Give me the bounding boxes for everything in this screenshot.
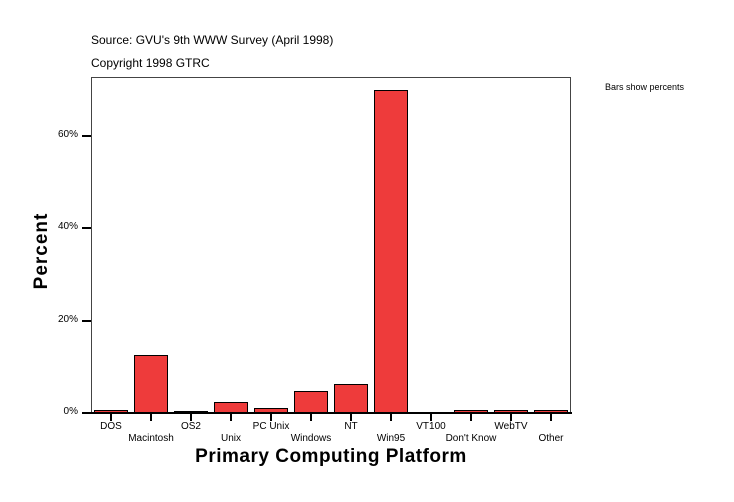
- x-tick-label: Don't Know: [445, 433, 497, 444]
- x-tick: [150, 414, 152, 421]
- x-tick-label: DOS: [100, 421, 122, 432]
- y-tick: [82, 227, 91, 230]
- y-tick: [82, 412, 91, 414]
- y-tick-label: 40%: [57, 221, 78, 233]
- x-tick: [390, 414, 392, 421]
- y-tick: [82, 135, 91, 138]
- bar: [214, 402, 248, 413]
- x-tick: [310, 414, 312, 421]
- y-tick-label: 20%: [57, 313, 78, 325]
- bar: [334, 384, 368, 413]
- x-tick-label: OS2: [180, 421, 201, 432]
- x-tick: [270, 414, 272, 421]
- x-tick-label: PC Unix: [252, 421, 290, 432]
- bar: [534, 410, 568, 413]
- x-tick: [470, 414, 472, 421]
- y-axis-title: Percent: [31, 212, 52, 290]
- bar: [134, 355, 168, 413]
- y-tick-label: 60%: [57, 129, 78, 141]
- bar: [294, 391, 328, 413]
- x-tick: [350, 414, 352, 421]
- chart-copyright: Copyright 1998 GTRC: [91, 56, 210, 70]
- plot-area: [91, 77, 571, 413]
- chart-source: Source: GVU's 9th WWW Survey (April 1998…: [91, 33, 334, 47]
- x-axis-line: [86, 412, 572, 414]
- x-tick-label: WebTV: [494, 421, 528, 432]
- x-tick-label: Other: [538, 433, 564, 444]
- x-tick: [510, 414, 512, 421]
- y-tick-label: 0%: [63, 406, 78, 417]
- x-tick: [550, 414, 552, 421]
- x-tick-label: Win95: [376, 433, 406, 444]
- x-tick-label: Macintosh: [128, 433, 174, 444]
- bar: [494, 410, 528, 413]
- x-axis-title: Primary Computing Platform: [195, 446, 467, 467]
- x-tick: [430, 414, 432, 421]
- x-tick-label: Windows: [290, 433, 332, 444]
- bar: [94, 410, 128, 413]
- x-tick: [190, 414, 192, 421]
- x-tick-label: VT100: [416, 421, 446, 432]
- y-tick: [82, 319, 91, 322]
- bar: [174, 411, 208, 413]
- x-tick-label: Unix: [220, 433, 241, 444]
- x-tick: [230, 414, 232, 421]
- bar: [454, 410, 488, 413]
- x-tick: [110, 414, 112, 421]
- bars-note: Bars show percents: [605, 82, 685, 92]
- bar: [374, 90, 408, 413]
- x-tick-label: NT: [344, 421, 358, 432]
- bar: [254, 408, 288, 413]
